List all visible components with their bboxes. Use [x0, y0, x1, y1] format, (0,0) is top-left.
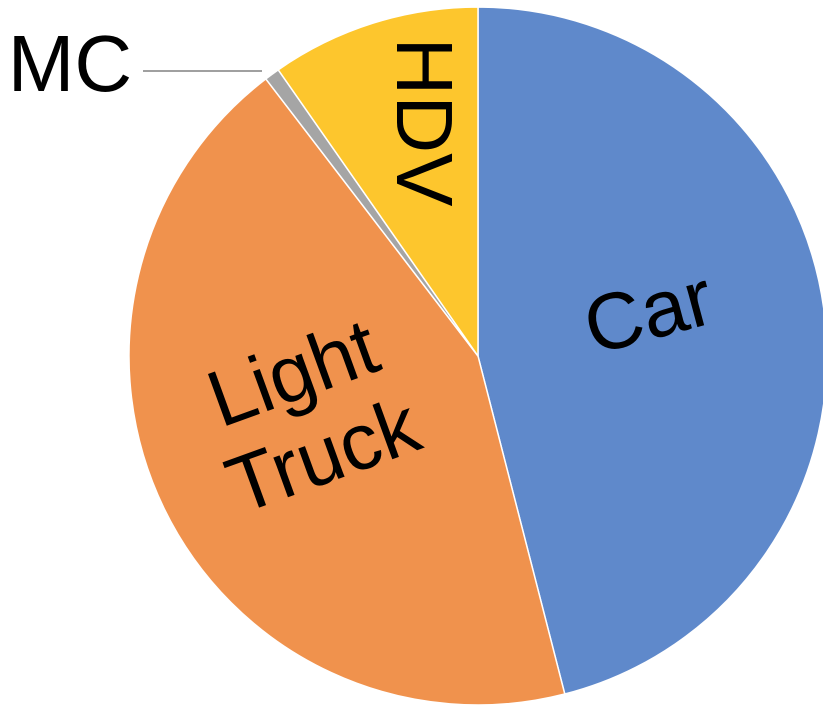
pie-slice [277, 6, 479, 359]
pie-slice [128, 77, 566, 705]
slice-label: LightTruck [185, 297, 432, 531]
slice-label: HDV [380, 38, 469, 208]
pie-slice [477, 6, 823, 695]
slice-label: MC [8, 19, 132, 108]
slice-label-line: HDV [380, 38, 469, 208]
